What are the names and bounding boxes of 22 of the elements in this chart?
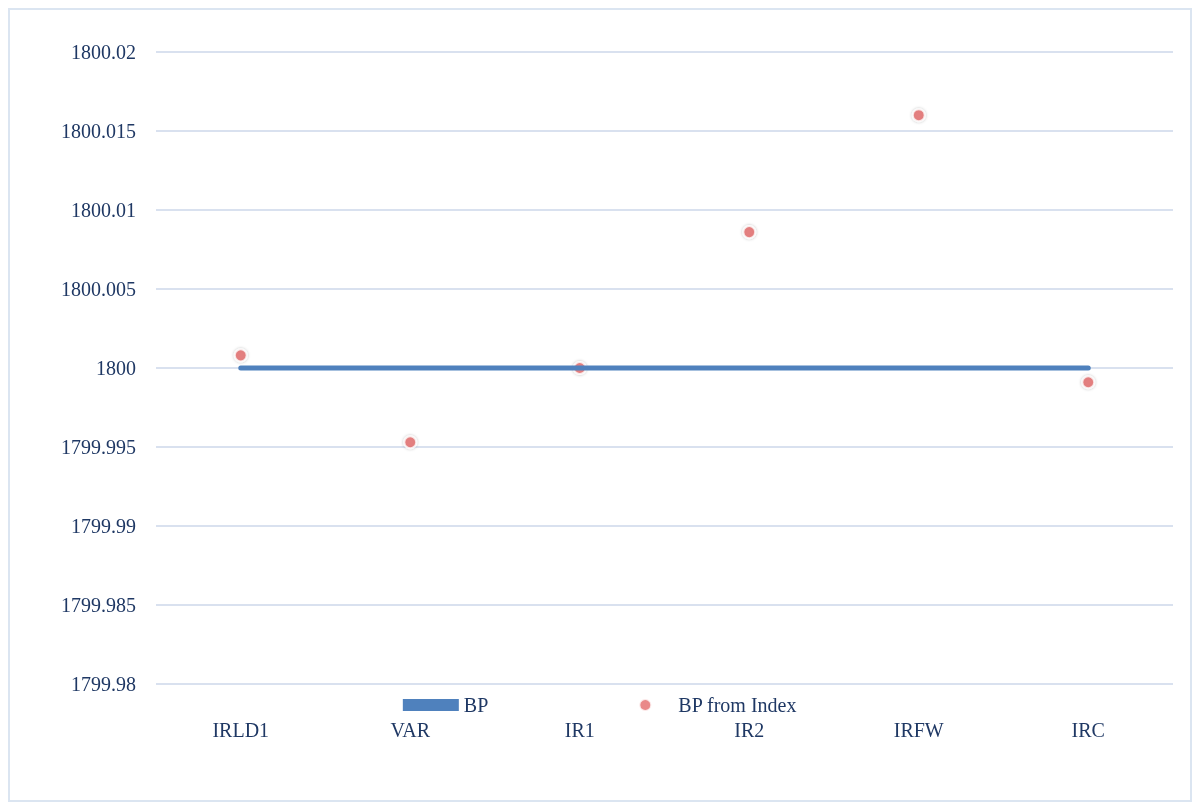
point [233, 348, 248, 363]
point [1081, 375, 1096, 390]
y-tick-label: 1799.985 [61, 594, 136, 616]
x-tick-label: IR1 [564, 719, 595, 741]
legend-label: BP [463, 694, 489, 716]
point [911, 108, 926, 123]
x-tick-label: VAR [390, 719, 431, 741]
x-tick-label: IRLD1 [212, 719, 270, 741]
y-tick-label: 1800.015 [61, 120, 136, 142]
y-tick-label: 1800 [96, 357, 136, 379]
y-tick-label: 1799.99 [71, 515, 136, 537]
x-tick-label: IRC [1071, 719, 1105, 741]
point [403, 435, 418, 450]
y-tick-label: 1800.02 [71, 41, 136, 63]
y-tick-label: 1799.995 [61, 436, 136, 458]
x-tick-label: IRFW [893, 719, 944, 741]
y-tick-label: 1799.98 [71, 673, 136, 695]
y-tick-label: 1800.01 [71, 199, 136, 221]
point [742, 225, 757, 240]
x-tick-label: IR2 [734, 719, 765, 741]
y-tick-label: 1800.005 [61, 278, 136, 300]
legend-label: BP from Index [678, 694, 797, 716]
